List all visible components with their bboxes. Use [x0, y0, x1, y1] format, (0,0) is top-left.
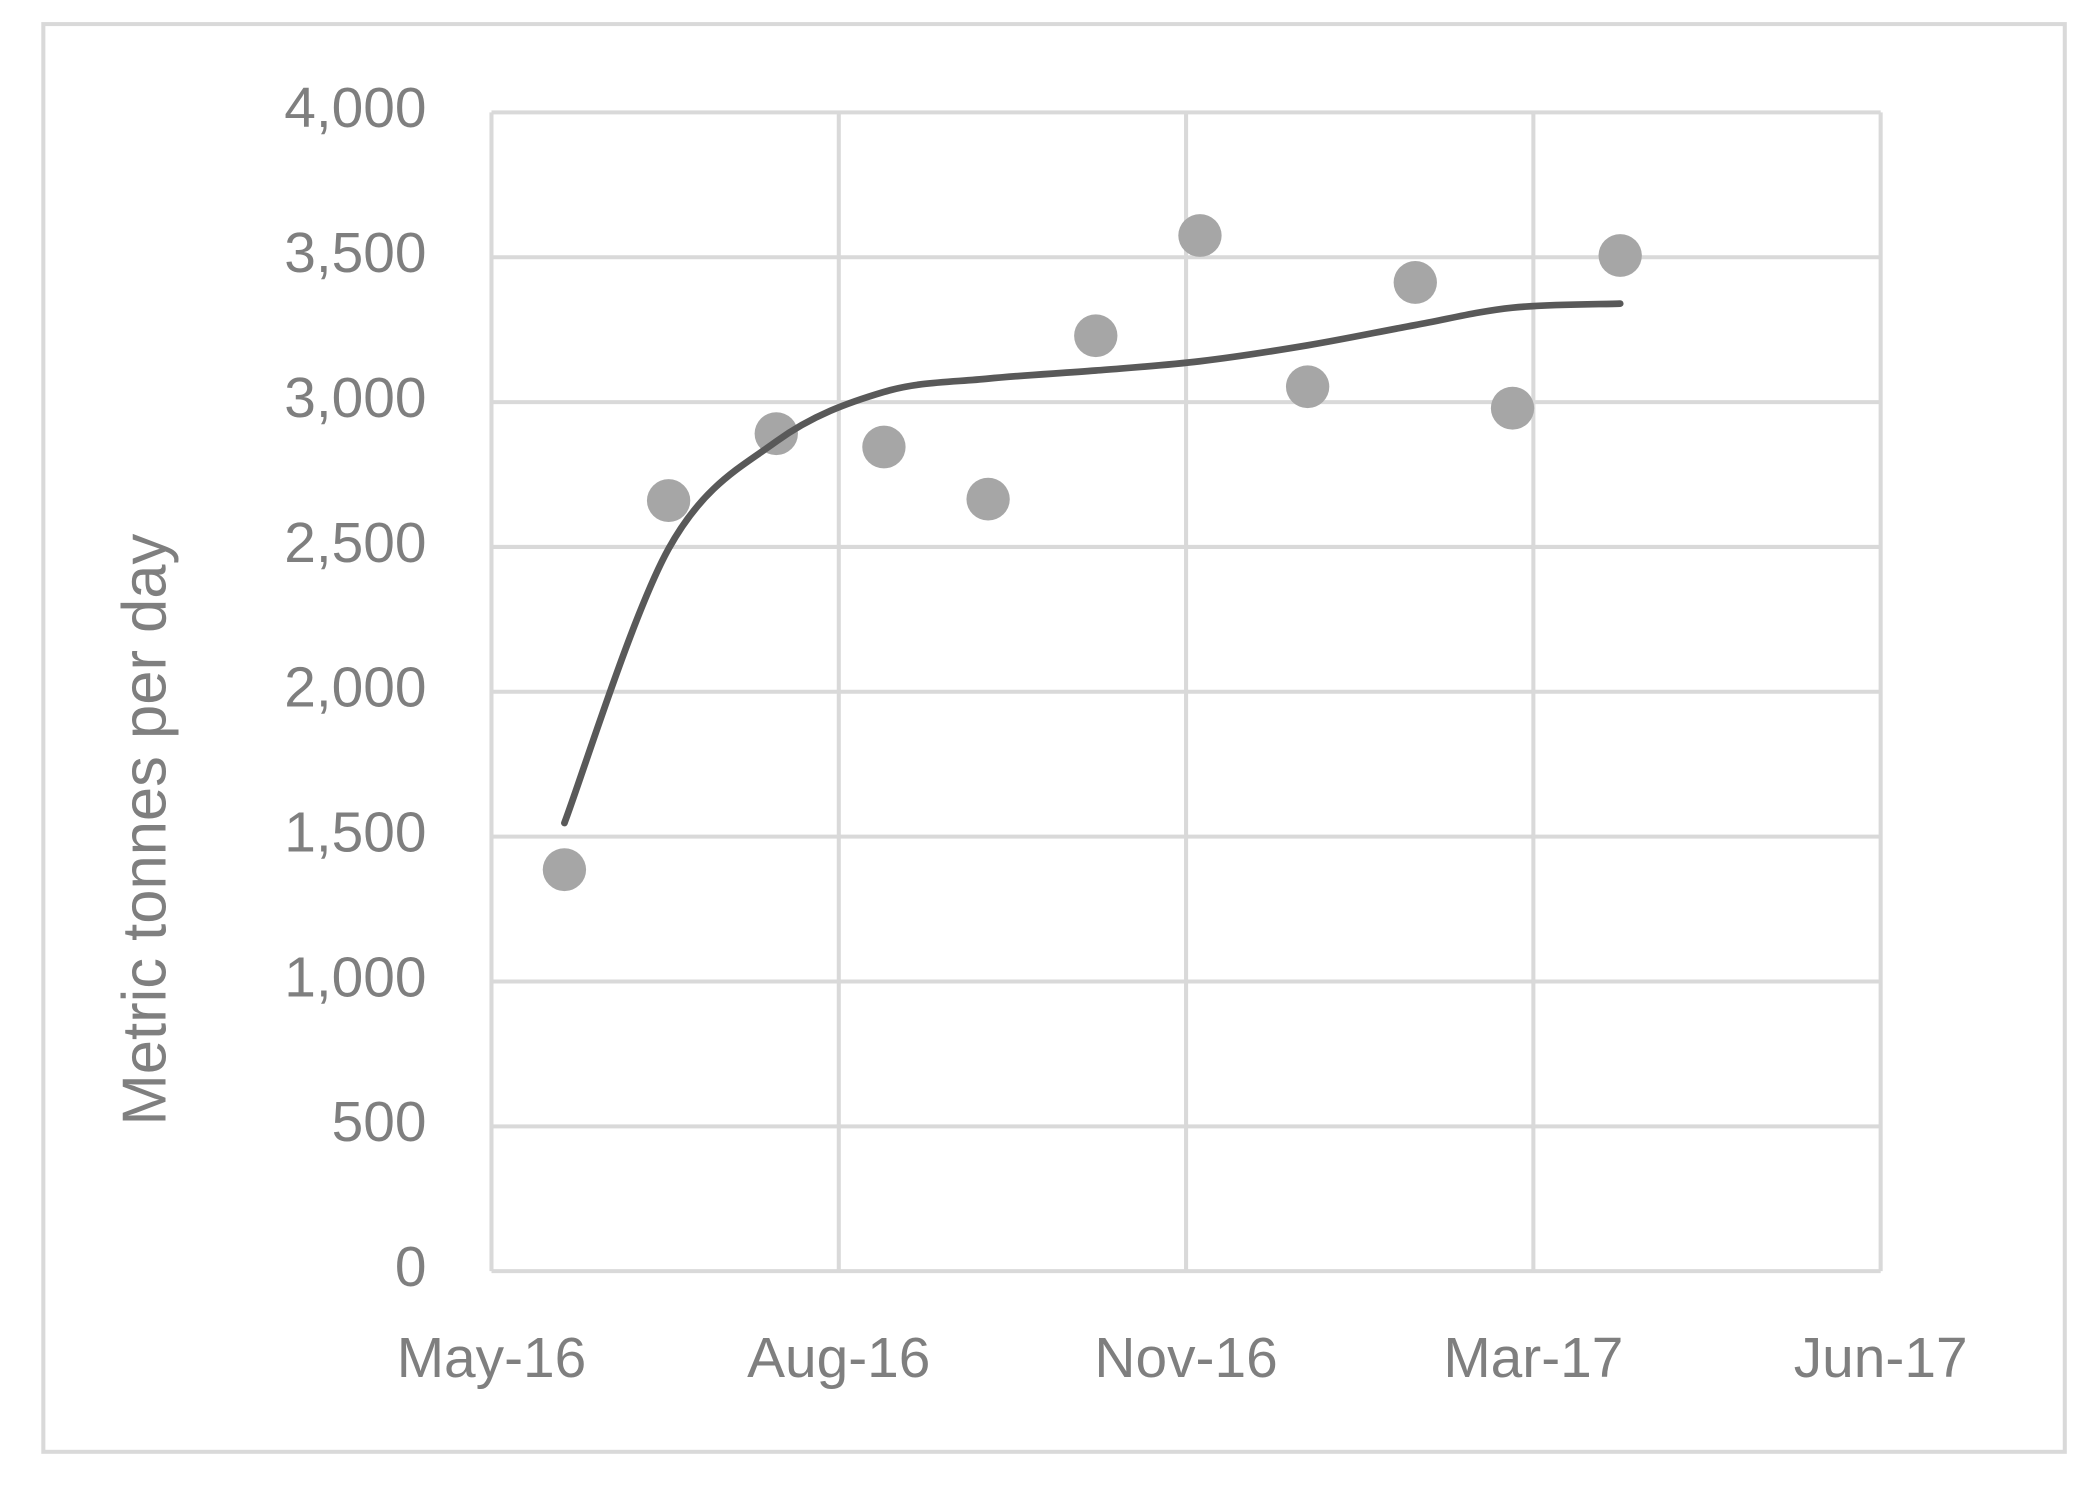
data-point	[542, 848, 587, 892]
y-tick-label: 2,500	[284, 511, 426, 574]
x-tick-label: Jun-17	[1794, 1326, 1968, 1389]
y-tick-label: 500	[332, 1090, 427, 1153]
data-point	[1393, 261, 1437, 304]
y-tick-label: 2,000	[284, 656, 426, 719]
y-axis-label: Metric tonnes per day	[110, 534, 179, 1126]
y-tick-label: 3,000	[284, 366, 426, 429]
data-point	[1598, 234, 1642, 277]
y-tick-label: 1,500	[284, 801, 426, 864]
data-point	[1285, 365, 1330, 409]
chart-frame	[41, 22, 2067, 1454]
y-tick-label: 1,000	[284, 946, 426, 1009]
data-point	[1490, 386, 1535, 430]
x-tick-label: May-16	[397, 1326, 587, 1389]
x-tick-label: Aug-16	[747, 1326, 930, 1389]
data-point	[1178, 214, 1222, 257]
data-point	[754, 412, 798, 456]
trend-line	[561, 300, 1624, 827]
data-point	[1074, 314, 1118, 358]
x-tick-label: Nov-16	[1094, 1326, 1277, 1389]
x-tick-label: Mar-17	[1443, 1326, 1623, 1389]
data-point	[646, 479, 691, 522]
data-point	[862, 425, 906, 469]
y-tick-label: 0	[395, 1235, 427, 1298]
data-point	[966, 477, 1010, 521]
y-tick-label: 4,000	[284, 77, 426, 140]
y-tick-label: 3,500	[284, 221, 426, 284]
